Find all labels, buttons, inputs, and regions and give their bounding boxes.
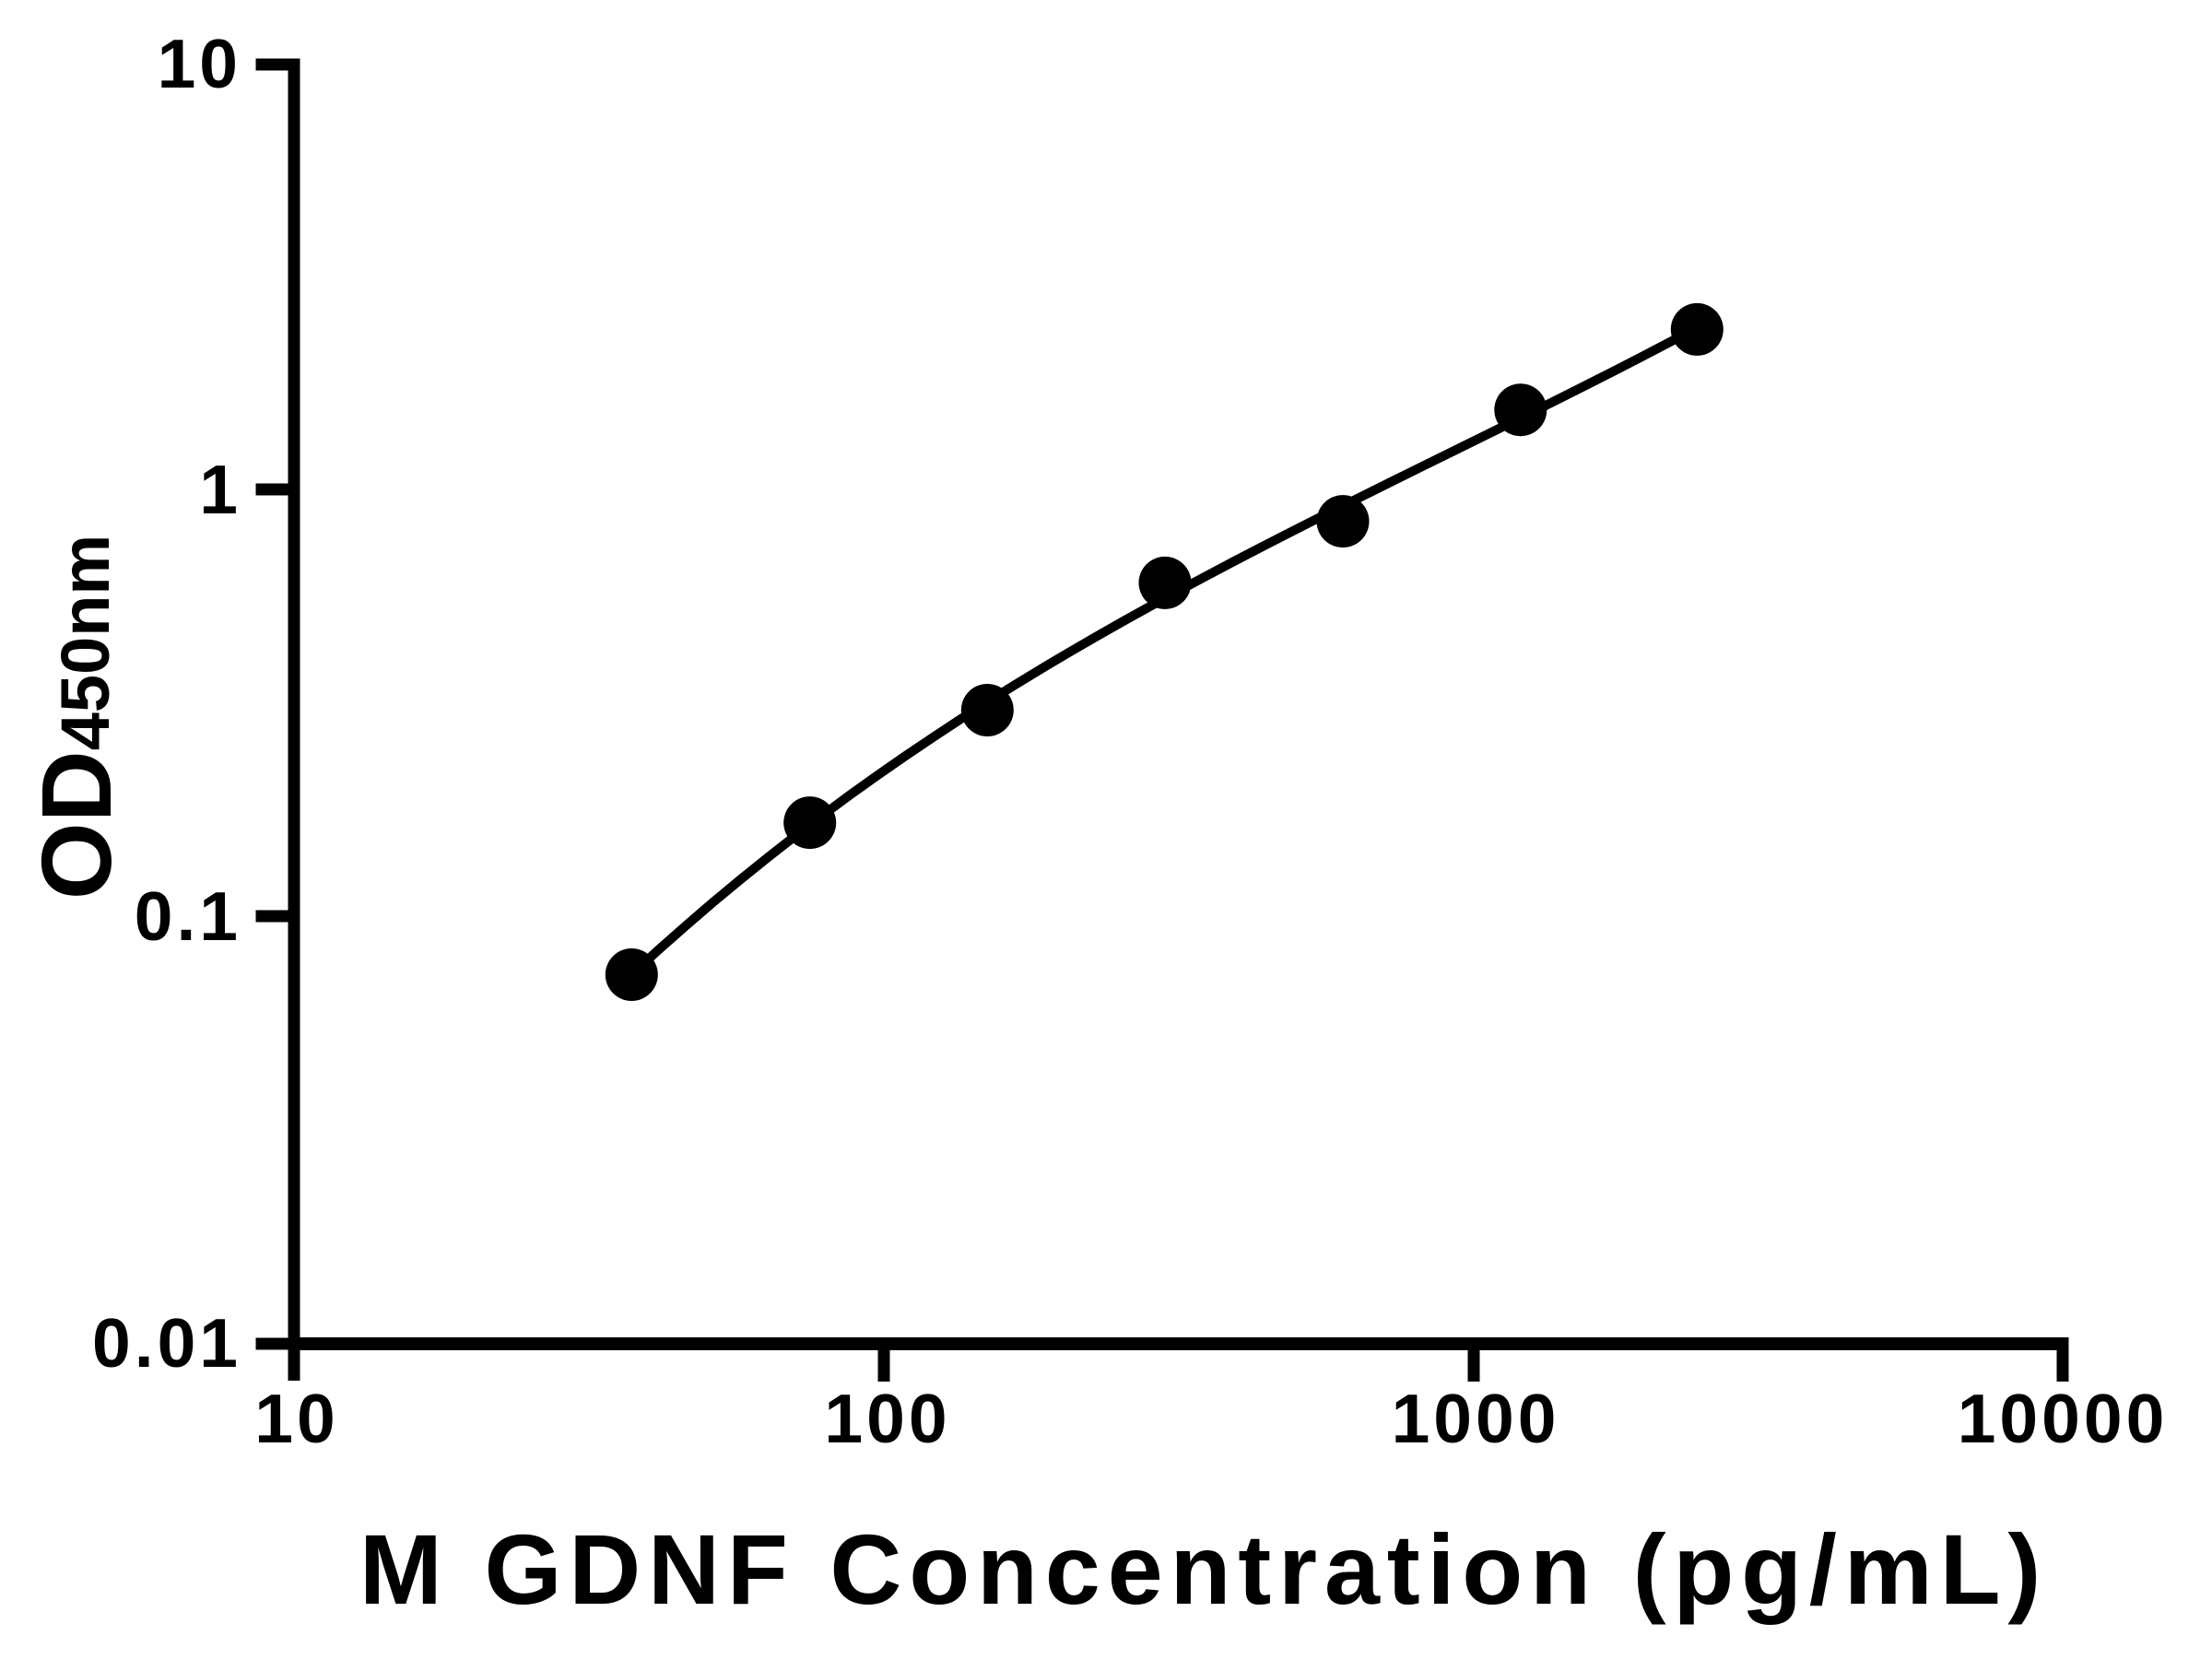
svg-text:100: 100 [824, 1380, 950, 1457]
svg-text:10: 10 [254, 1380, 338, 1457]
svg-text:1000: 1000 [1392, 1380, 1560, 1457]
svg-text:0.1: 0.1 [135, 877, 241, 955]
svg-text:1: 1 [199, 451, 241, 528]
svg-text:M GDNF Concentration (pg/mL): M GDNF Concentration (pg/mL) [359, 1513, 2048, 1625]
svg-text:10: 10 [158, 25, 241, 102]
svg-text:10000: 10000 [1958, 1380, 2169, 1457]
svg-text:0.01: 0.01 [92, 1304, 241, 1382]
